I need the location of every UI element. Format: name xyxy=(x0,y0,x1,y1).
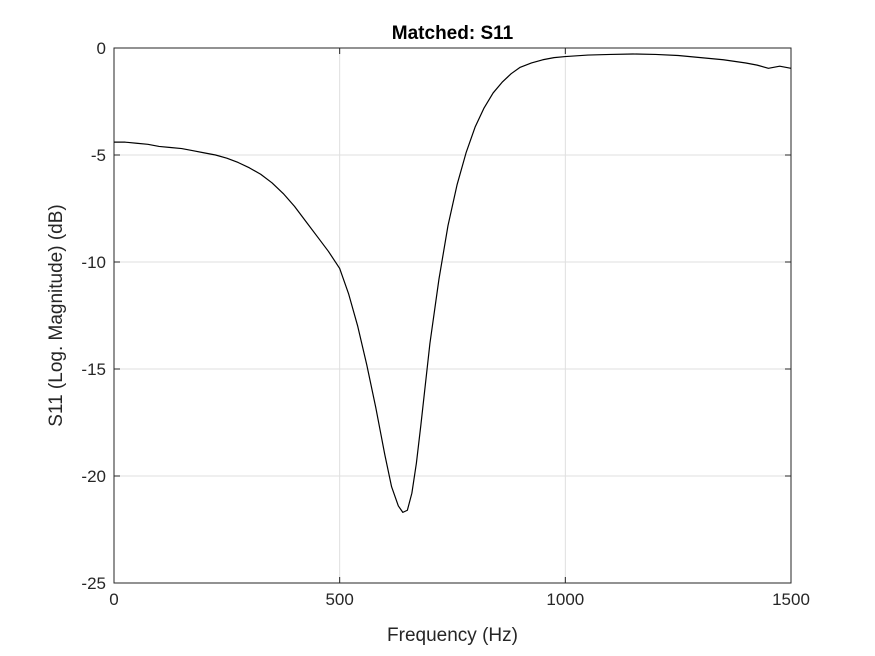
series-line xyxy=(114,53,792,513)
x-tick-label: 1500 xyxy=(772,590,810,609)
y-tick-label: -10 xyxy=(81,253,106,272)
x-axis-label: Frequency (Hz) xyxy=(387,625,518,646)
y-axis-label: S11 (Log. Magnitude) (dB) xyxy=(46,204,67,427)
plot-area-frame xyxy=(113,47,792,584)
x-tick-label: 0 xyxy=(109,590,118,609)
y-tick-label: -25 xyxy=(81,574,106,593)
axis-ticks: 0 500 1000 1500 0 -5 -10 -15 -20 -25 xyxy=(81,39,809,609)
y-tick-label: -20 xyxy=(81,467,106,486)
x-tick-label: 1000 xyxy=(546,590,584,609)
grid xyxy=(113,47,792,584)
y-tick-label: 0 xyxy=(97,39,106,58)
chart-title: Matched: S11 xyxy=(392,23,514,44)
y-tick-label: -5 xyxy=(91,146,106,165)
y-tick-label: -15 xyxy=(81,360,106,379)
x-tick-label: 500 xyxy=(325,590,353,609)
series-layer xyxy=(114,53,792,513)
